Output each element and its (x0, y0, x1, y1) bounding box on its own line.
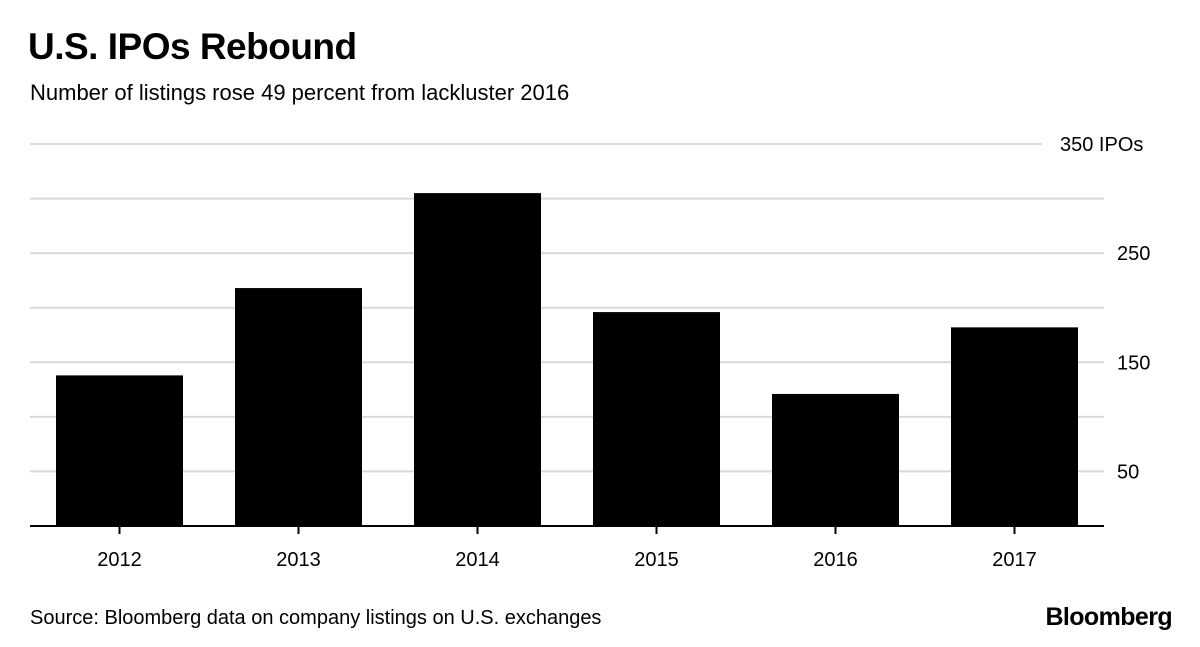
x-tick-label: 2017 (992, 549, 1037, 571)
x-tick-label: 2015 (634, 549, 679, 571)
x-tick-label: 2013 (276, 549, 321, 571)
bar (951, 327, 1078, 526)
bar (56, 375, 183, 526)
source-note: Source: Bloomberg data on company listin… (30, 607, 602, 629)
y-tick-label: 150 (1117, 352, 1150, 374)
y-tick-label: 250 (1117, 243, 1150, 265)
bar-chart: 2012 2013 2014 2015 2016 2017 50 150 250 350 IPOs (30, 134, 1150, 571)
bar (235, 288, 362, 526)
bloomberg-logo: Bloomberg (1045, 603, 1172, 631)
x-tick-label: 2014 (455, 549, 500, 571)
chart-subtitle: Number of listings rose 49 percent from … (30, 80, 570, 105)
x-tick-label: 2016 (813, 549, 858, 571)
x-tick-label: 2012 (97, 549, 142, 571)
chart-title: U.S. IPOs Rebound (28, 26, 357, 67)
bar (593, 312, 720, 526)
y-tick-label: 50 (1117, 461, 1139, 483)
bar (414, 193, 541, 526)
bar (772, 393, 899, 526)
y-tick-label: 350 IPOs (1060, 134, 1143, 156)
